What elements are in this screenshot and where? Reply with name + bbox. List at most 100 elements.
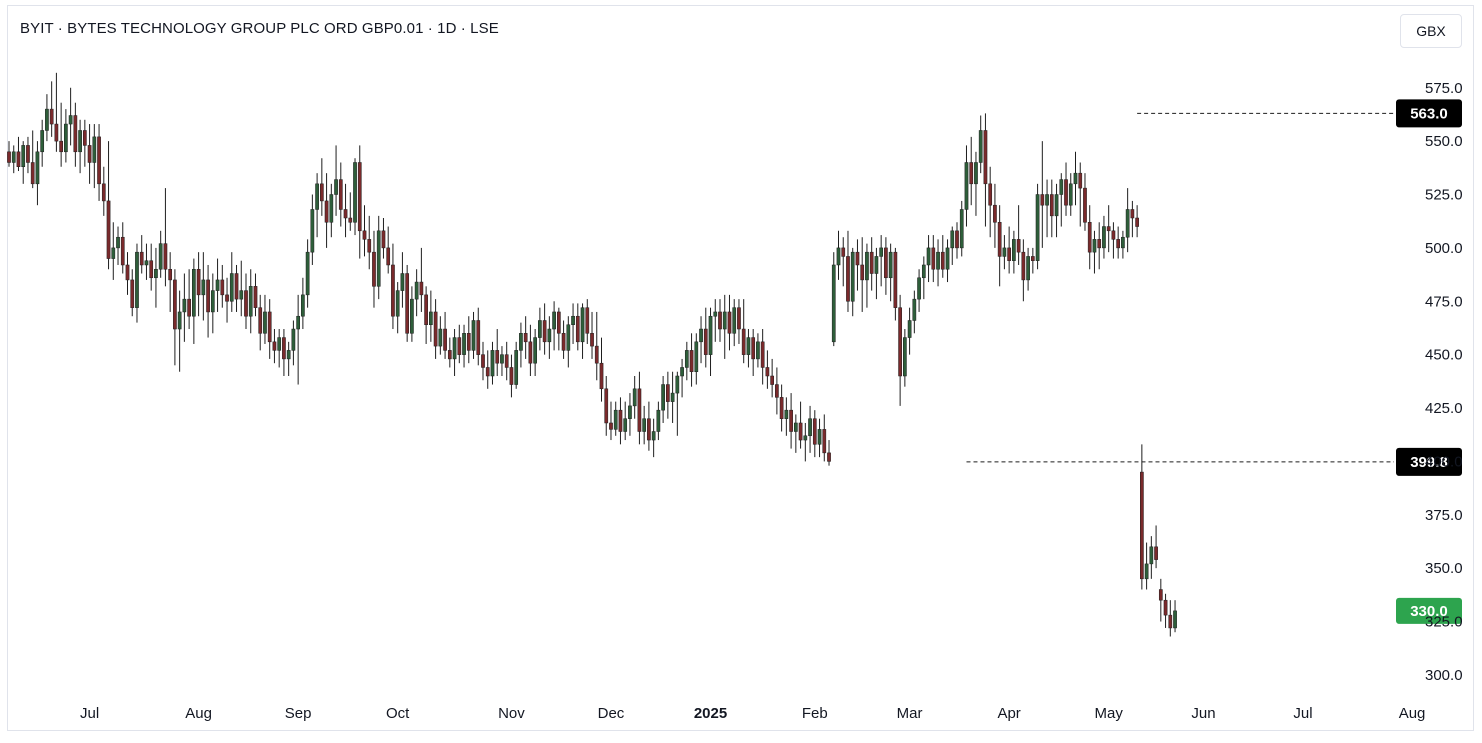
candle-body xyxy=(462,333,466,355)
candle-body xyxy=(82,130,87,146)
candle-body xyxy=(509,367,514,385)
candle xyxy=(1016,205,1021,265)
candle-body xyxy=(1007,247,1011,261)
candle-body xyxy=(130,279,135,308)
candle xyxy=(424,286,428,344)
candle-body xyxy=(865,251,869,281)
y-tick-label: 425.0 xyxy=(1425,400,1463,417)
y-tick-label: 375.0 xyxy=(1425,507,1463,524)
candle-body xyxy=(860,264,865,281)
candle xyxy=(675,371,680,436)
candle xyxy=(590,311,594,359)
candle xyxy=(253,273,258,317)
candle xyxy=(35,141,40,206)
candle xyxy=(120,222,125,274)
y-tick-label: 475.0 xyxy=(1425,293,1463,310)
candle xyxy=(338,162,343,227)
candle xyxy=(618,397,623,445)
candle xyxy=(1007,226,1011,274)
candle xyxy=(362,205,367,257)
candle-body xyxy=(613,409,618,430)
candle xyxy=(101,166,106,216)
candle-body xyxy=(684,350,689,368)
candle-body xyxy=(869,251,874,274)
candle xyxy=(940,235,945,278)
candle xyxy=(1054,183,1059,238)
candle xyxy=(661,376,665,423)
x-tick-label: Dec xyxy=(598,705,625,722)
candle xyxy=(831,252,836,347)
candle xyxy=(571,303,575,344)
candle-body xyxy=(978,130,983,163)
candle xyxy=(808,405,812,453)
candle xyxy=(670,371,675,423)
candle-body xyxy=(476,320,481,355)
candle xyxy=(846,230,850,312)
candle xyxy=(395,282,400,334)
candle-body xyxy=(35,151,40,185)
candle-body xyxy=(798,422,803,441)
candle-body xyxy=(504,354,509,368)
candle xyxy=(1026,247,1030,291)
candle-body xyxy=(1106,226,1111,232)
candle xyxy=(969,136,974,206)
candle-body xyxy=(244,290,248,317)
candle-body xyxy=(609,422,613,430)
x-tick-label: 2025 xyxy=(694,705,727,722)
candle-body xyxy=(196,268,201,296)
candle-body xyxy=(632,388,637,407)
candle-body xyxy=(177,311,182,330)
candle xyxy=(490,341,495,385)
candle-body xyxy=(433,311,438,347)
candle-body xyxy=(1130,209,1135,219)
candle-body xyxy=(547,328,552,343)
candle-body xyxy=(974,162,978,185)
currency-button[interactable]: GBX xyxy=(1400,14,1462,48)
candle xyxy=(466,316,471,364)
candle-body xyxy=(737,307,741,330)
candle-body xyxy=(789,409,793,432)
candle xyxy=(97,124,101,201)
candle-body xyxy=(604,388,609,424)
candle-body xyxy=(817,429,822,445)
candle xyxy=(1064,162,1068,216)
candle xyxy=(187,269,191,330)
candle xyxy=(329,183,334,238)
candle xyxy=(1135,205,1139,238)
candle xyxy=(547,316,552,359)
candle-body xyxy=(310,209,315,253)
candle xyxy=(1144,542,1149,590)
candle xyxy=(1173,600,1177,633)
candle xyxy=(1035,183,1040,270)
candle-body xyxy=(1154,546,1158,560)
candle-body xyxy=(836,247,841,266)
candle xyxy=(1130,200,1135,238)
candle-body xyxy=(585,307,590,334)
candle xyxy=(552,301,556,351)
candle-body xyxy=(386,247,391,266)
candle xyxy=(414,269,419,317)
candle-body xyxy=(590,333,594,347)
candle-body xyxy=(258,307,263,334)
candle xyxy=(727,294,732,351)
candle-body xyxy=(647,418,651,441)
candle-body xyxy=(988,183,993,206)
candle xyxy=(1059,173,1064,227)
candle xyxy=(869,237,874,291)
candle xyxy=(305,239,310,308)
x-tick-label: Sep xyxy=(285,705,312,722)
candle-body xyxy=(329,194,334,223)
candle xyxy=(779,384,784,432)
candle-body xyxy=(206,279,210,313)
candle-body xyxy=(741,328,746,355)
candle xyxy=(865,243,869,308)
candle xyxy=(177,290,182,372)
candle xyxy=(756,333,760,368)
price-marker-label: 399.8 xyxy=(1410,454,1448,471)
candle xyxy=(500,346,504,376)
x-tick-label: May xyxy=(1095,705,1124,722)
candle xyxy=(912,290,917,334)
candle xyxy=(30,130,35,189)
candle-body xyxy=(879,247,884,257)
